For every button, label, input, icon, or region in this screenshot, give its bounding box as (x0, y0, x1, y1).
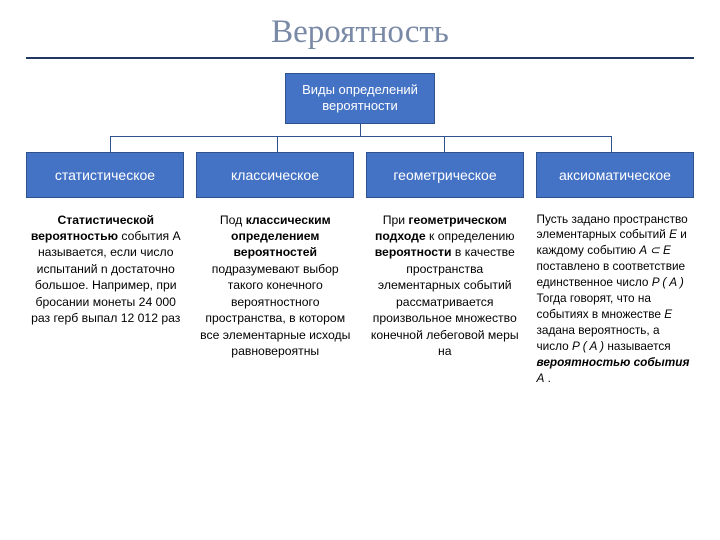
definition-tree: Виды определений вероятности статистичес… (26, 73, 694, 198)
ax-l8: . (544, 371, 551, 385)
desc-classical: Под классическим определением вероятност… (196, 212, 356, 360)
ax-PA2: P ( A ) (572, 339, 604, 353)
desc-classical-pre: Под (220, 213, 246, 227)
ax-bi: вероятностью события (537, 355, 690, 369)
desc-statistical: Статистической вероятностью события А на… (26, 212, 186, 327)
tree-child-geometric: геометрическое (366, 152, 524, 198)
tree-root-box: Виды определений вероятности (285, 73, 435, 124)
tree-child-classical: классическое (196, 152, 354, 198)
desc-statistical-text: события А называется, если число испытан… (31, 229, 181, 325)
descriptions-row: Статистической вероятностью события А на… (26, 212, 694, 387)
ax-l1: Пусть задано пространство элементарных с… (537, 212, 688, 242)
tree-child-axiomatic: аксиоматическое (536, 152, 694, 198)
ax-PA: P ( A ) (652, 275, 684, 289)
desc-geometric-bold2: вероятности (375, 245, 452, 259)
connector-hbar (110, 136, 611, 137)
connector-root-down (360, 124, 361, 136)
connector-child-4 (611, 136, 612, 152)
desc-classical-bold: классическим определением вероятностей (231, 213, 331, 260)
ax-E2: E (664, 307, 672, 321)
desc-classical-text: подразумевают выбор такого конечного вер… (200, 262, 350, 358)
connector-child-3 (444, 136, 445, 152)
page-title: Вероятность (26, 14, 694, 51)
tree-child-statistical: статистическое (26, 152, 184, 198)
title-rule (26, 57, 694, 59)
desc-geometric-pre: При (383, 213, 409, 227)
desc-axiomatic: Пусть задано пространство элементарных с… (535, 212, 695, 387)
tree-connectors (26, 124, 694, 152)
desc-geometric-mid: к определению (426, 229, 515, 243)
ax-l4: Тогда говорят, что на событиях в множест… (537, 291, 665, 321)
tree-children-row: статистическое классическое геометрическ… (26, 152, 694, 198)
ax-E: E (669, 227, 677, 241)
ax-l6: называется (604, 339, 671, 353)
desc-geometric: При геометрическом подходе к определению… (365, 212, 525, 360)
slide: Вероятность Виды определений вероятности… (0, 0, 720, 540)
ax-AinE: A ⊂ E (639, 243, 671, 257)
desc-geometric-text: в качестве пространства элементарных соб… (371, 245, 519, 358)
connector-child-1 (110, 136, 111, 152)
connector-child-2 (277, 136, 278, 152)
